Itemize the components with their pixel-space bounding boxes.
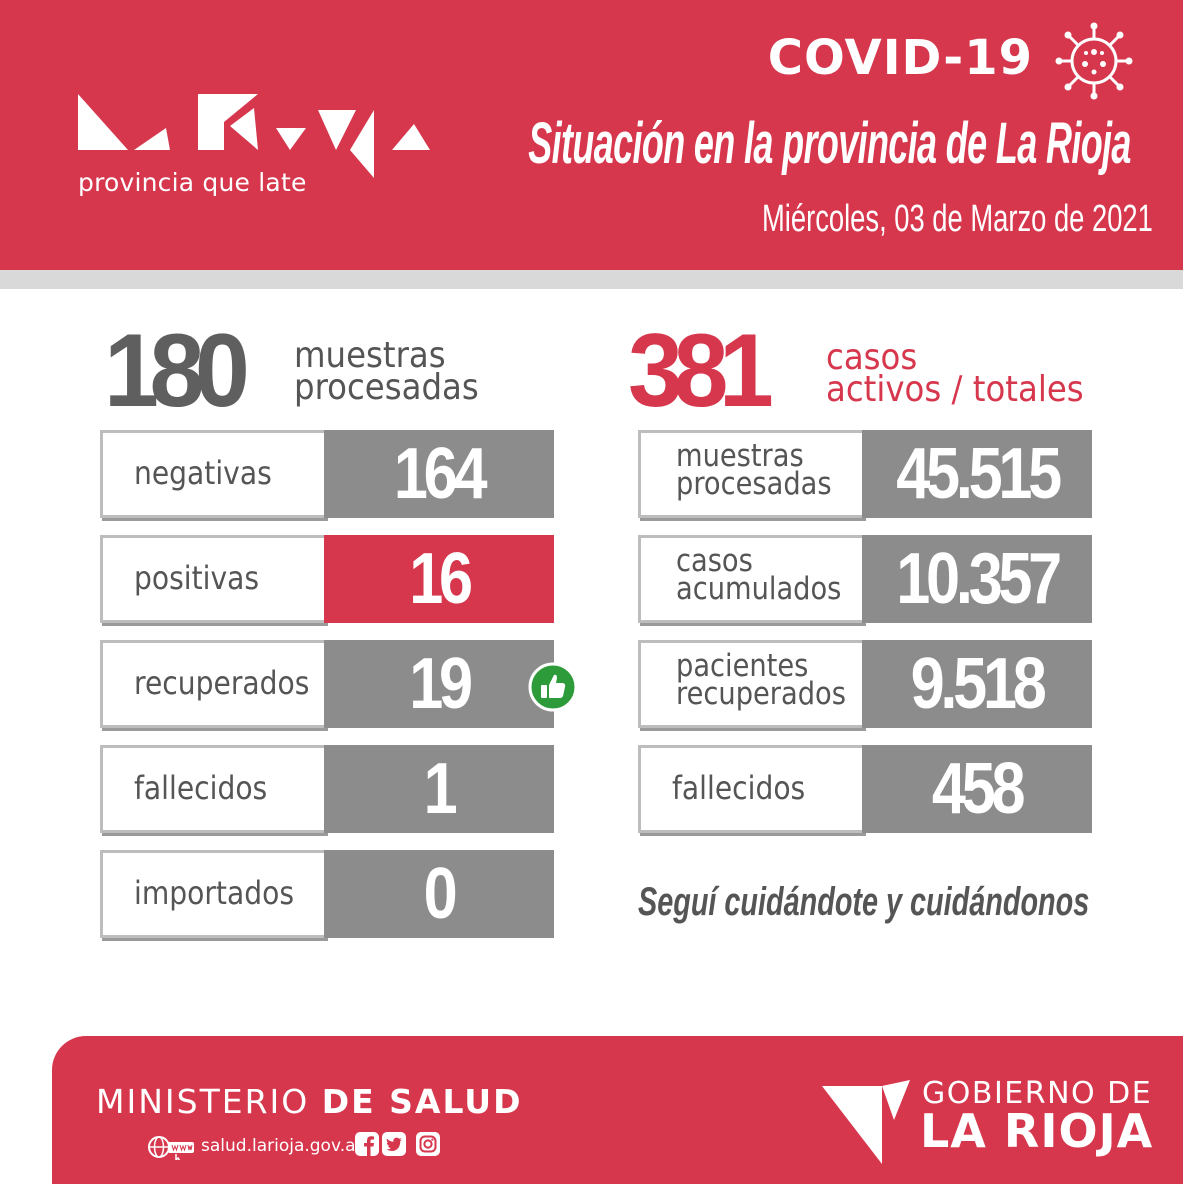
slogan: Seguí cuidándote y cuidándonos [638,880,1090,924]
virus-icon [1055,22,1133,100]
stat-label-box [100,850,326,938]
www-globe-icon [148,1136,194,1160]
total-label-box [638,535,864,623]
ministry-name-light: MINISTERIO [96,1082,310,1121]
stat-value-box: 1 [324,745,554,833]
total-label-line2: recuperados [676,676,846,712]
total-label: muestras procesadas [676,438,832,502]
stat-label: fallecidos [134,769,268,807]
covid-title: COVID-19 [767,30,1033,86]
active-cases-total: 381 [628,313,774,429]
total-label-line1: pacientes [676,648,809,684]
stat-label: negativas [134,454,272,492]
stat-label-box [100,535,326,623]
situation-title: Situación en la provincia de La Rioja [528,111,1131,176]
website-link[interactable]: salud.larioja.gov.ar [201,1136,363,1156]
stat-row-positivas: positivas 16 [100,535,554,623]
stat-value: 1 [424,749,458,829]
total-value-box: 458 [862,745,1092,833]
stat-row-negativas: negativas 164 [100,430,554,518]
twitter-icon[interactable] [382,1132,406,1156]
total-value: 458 [932,749,1026,829]
facebook-icon[interactable] [355,1132,379,1156]
stat-label-box [100,640,326,728]
total-label-line1: casos [676,543,753,579]
stat-row-recuperados: recuperados 19 [100,640,554,728]
total-row-muestras: muestras procesadas 45.515 [638,430,1092,518]
daily-samples-label-line1: muestras [294,335,446,376]
stat-value-box: 19 [324,640,554,728]
instagram-icon[interactable] [416,1132,440,1156]
ministry-name-bold: DE SALUD [321,1082,523,1121]
total-label-line1: muestras [676,438,804,474]
total-row-recuperados: pacientes recuperados 9.518 [638,640,1092,728]
stat-label: positivas [134,559,260,597]
report-date: Miércoles, 03 de Marzo de 2021 [762,198,1153,240]
gobierno-la-rioja-logo [822,1080,910,1164]
footer-banner [52,1036,1183,1184]
total-value: 45.515 [896,434,1062,514]
total-row-fallecidos: fallecidos 458 [638,745,1092,833]
daily-samples-label: muestras procesadas [294,335,479,408]
la-rioja-label: LA RIOJA [920,1104,1154,1158]
active-cases-label-line2: activos / totales [826,369,1084,410]
stat-row-importados: importados 0 [100,850,554,938]
active-cases-label-line1: casos [826,337,918,378]
total-label: pacientes recuperados [676,648,846,712]
total-row-casos: casos acumulados 10.357 [638,535,1092,623]
total-label-box [638,745,864,833]
total-label: casos acumulados [676,543,842,607]
daily-samples-label-line2: procesadas [294,367,479,408]
header-divider [0,270,1183,289]
stat-value-box: 164 [324,430,554,518]
total-value-box: 10.357 [862,535,1092,623]
stat-label: importados [134,874,295,912]
total-label-box [638,640,864,728]
stat-value: 19 [409,644,473,724]
stat-label: recuperados [134,664,310,702]
logo-tagline: provincia que late [78,168,307,197]
total-value-box: 9.518 [862,640,1092,728]
daily-samples-total: 180 [104,313,250,429]
stat-label-box [100,745,326,833]
total-label-line2: procesadas [676,466,832,502]
stat-value: 164 [394,434,488,514]
total-value: 9.518 [911,644,1047,724]
total-label-line2: acumulados [676,571,842,607]
total-label: fallecidos [672,769,806,807]
stat-value-box: 16 [324,535,554,623]
stat-value: 0 [424,854,458,934]
ministry-name: MINISTERIO DE SALUD [96,1082,523,1121]
total-value-box: 45.515 [862,430,1092,518]
stat-value: 16 [409,539,473,619]
total-value: 10.357 [896,539,1062,619]
active-cases-label: casos activos / totales [826,337,1084,410]
gobierno-label: GOBIERNO DE [922,1076,1153,1111]
stat-row-fallecidos: fallecidos 1 [100,745,554,833]
la-rioja-logo [78,94,430,178]
thumbs-up-icon [528,662,578,712]
stat-label-box [100,430,326,518]
header-banner [0,0,1183,270]
stat-value-box: 0 [324,850,554,938]
total-label-box [638,430,864,518]
